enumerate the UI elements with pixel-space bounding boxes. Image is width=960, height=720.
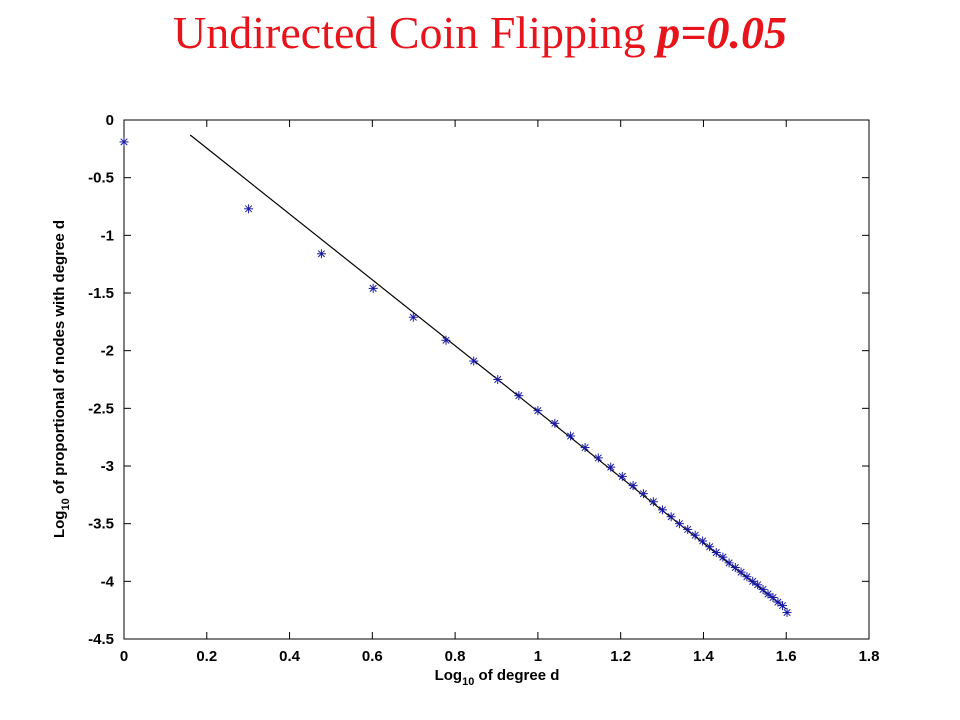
data-point xyxy=(550,418,560,428)
data-point xyxy=(782,607,792,617)
x-tick-label: 1.2 xyxy=(610,648,631,665)
data-point xyxy=(648,497,658,507)
y-tick-label: -3.5 xyxy=(88,516,114,533)
y-tick-label: 0 xyxy=(106,112,114,129)
x-tick-label: 1.6 xyxy=(776,648,797,665)
data-point xyxy=(469,356,479,366)
data-point xyxy=(742,572,752,582)
x-axis-label: Log10 of degree d xyxy=(435,667,560,688)
y-tick-labels: 0 -0.5 -1 -1.5 -2 -2.5 -3 -3.5 -4 -4.5 xyxy=(88,112,115,648)
y-tick-label: -4 xyxy=(101,573,115,590)
data-point xyxy=(763,589,773,599)
x-tick-label: 1 xyxy=(534,648,542,665)
data-point xyxy=(736,567,746,577)
data-point xyxy=(666,512,676,522)
data-point xyxy=(593,453,603,463)
data-point xyxy=(718,552,728,562)
y-tick-label: -2 xyxy=(101,343,114,360)
y-tick-label: -0.5 xyxy=(88,170,114,187)
x-tick-label: 1.4 xyxy=(693,648,715,665)
data-point xyxy=(724,558,734,568)
y-axis-label: Log10 of proportional of nodes with degr… xyxy=(51,220,72,538)
x-tick-label: 0 xyxy=(120,648,128,665)
y-tick-label: -1 xyxy=(101,227,114,244)
data-point xyxy=(638,489,648,499)
data-point xyxy=(441,335,451,345)
x-tick-label: 0.6 xyxy=(362,648,383,665)
data-point xyxy=(683,524,693,534)
x-tick-label: 0.8 xyxy=(445,648,466,665)
data-point xyxy=(606,462,616,472)
data-point xyxy=(368,283,378,293)
data-point xyxy=(777,601,787,611)
data-point xyxy=(748,576,758,586)
data-point xyxy=(514,391,524,401)
data-point xyxy=(628,481,638,491)
y-tick-label: -2.5 xyxy=(88,400,114,417)
slide-title: Undirected Coin Flipping p=0.05 xyxy=(0,6,960,59)
data-point xyxy=(580,443,590,453)
x-tick-label: 0.2 xyxy=(196,648,217,665)
tick-marks xyxy=(123,119,870,640)
x-tick-label: 0.4 xyxy=(279,648,301,665)
data-point xyxy=(674,519,684,529)
y-tick-label: -3 xyxy=(101,458,114,475)
data-points xyxy=(119,137,792,617)
data-point xyxy=(316,249,326,259)
data-point xyxy=(617,471,627,481)
y-tick-label: -1.5 xyxy=(88,285,114,302)
data-point xyxy=(705,542,715,552)
data-point xyxy=(493,375,503,384)
data-point xyxy=(244,204,254,214)
data-point xyxy=(657,505,667,515)
title-param: p=0.05 xyxy=(657,7,787,58)
data-point xyxy=(711,548,721,557)
data-point xyxy=(753,580,763,590)
data-point xyxy=(690,530,700,540)
data-point xyxy=(119,137,129,147)
data-point xyxy=(698,536,708,546)
y-tick-label: -4.5 xyxy=(88,631,114,648)
x-tick-labels: 0 0.2 0.4 0.6 0.8 1 1.2 1.4 1.6 1.8 xyxy=(120,648,880,665)
data-point xyxy=(408,312,418,322)
title-main: Undirected Coin Flipping xyxy=(173,7,658,58)
data-point xyxy=(730,562,740,572)
data-point xyxy=(566,431,576,441)
data-point xyxy=(533,406,543,416)
x-tick-label: 1.8 xyxy=(859,648,880,665)
data-point xyxy=(773,597,783,607)
